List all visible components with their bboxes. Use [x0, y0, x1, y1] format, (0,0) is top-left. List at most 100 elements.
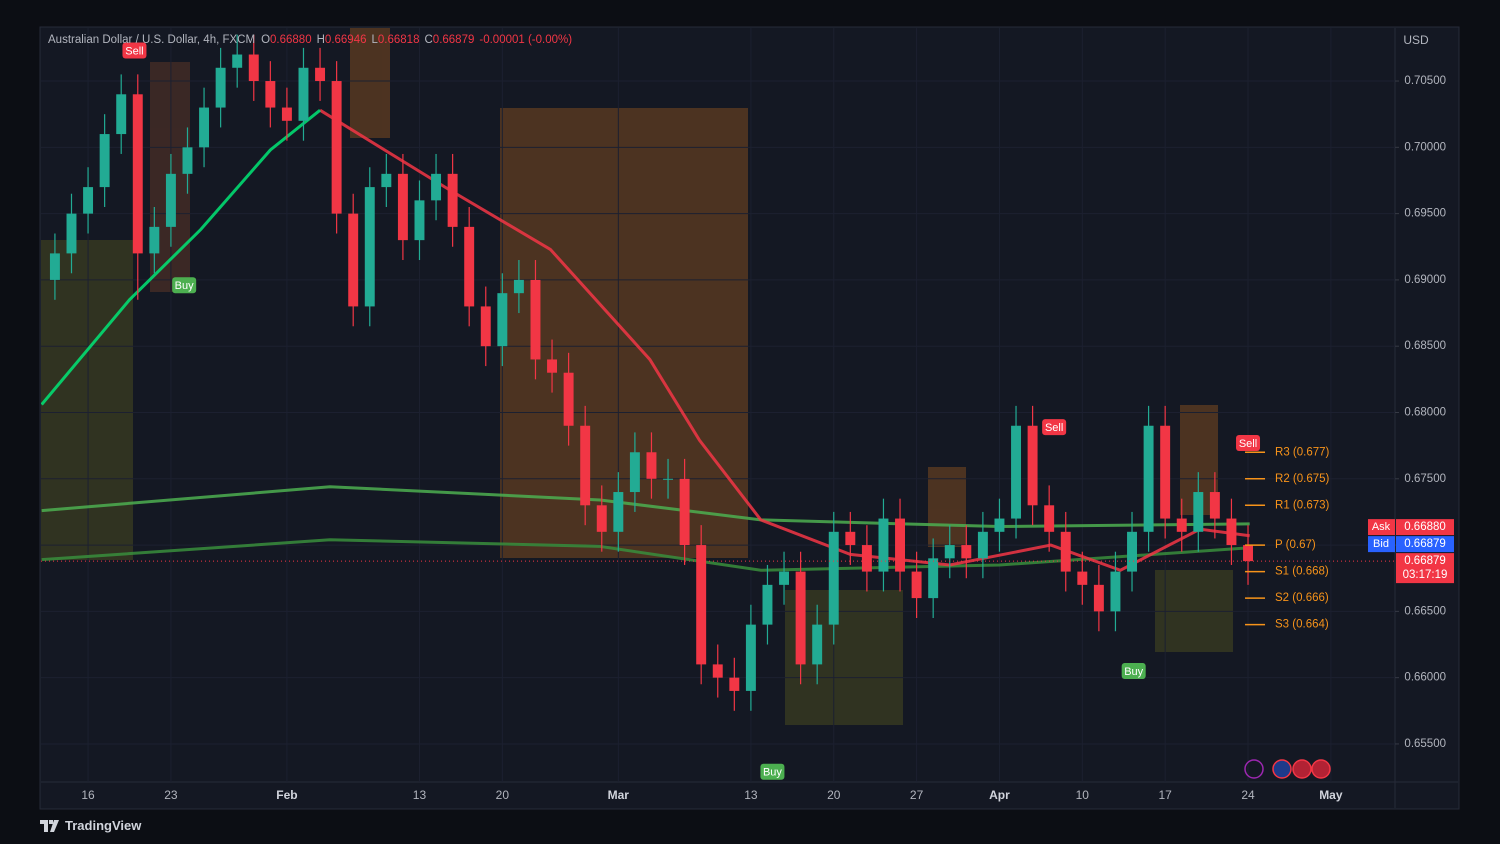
candle-body — [911, 571, 922, 599]
last-price-tag — [1396, 553, 1454, 584]
candle-body — [1060, 531, 1071, 572]
x-tick-label: Apr — [989, 788, 1010, 802]
quote-tag-label: Ask — [1372, 521, 1391, 533]
candle-body — [1143, 425, 1154, 532]
symbol-title: Australian Dollar / U.S. Dollar, 4h, FXC… — [48, 34, 256, 46]
candle-body — [348, 213, 359, 307]
candle-body — [812, 624, 823, 665]
x-tick-label: 13 — [413, 788, 427, 802]
indicator-line — [41, 538, 1250, 572]
chart-panel — [39, 26, 1460, 810]
brand: TradingView — [40, 818, 141, 833]
quote-tag-label-bg — [1368, 519, 1395, 536]
icon[interactable] — [1272, 759, 1292, 779]
candle-body — [431, 173, 442, 201]
icon[interactable] — [1244, 759, 1264, 779]
candle-body — [795, 571, 806, 665]
y-tick-label: 0.69500 — [1404, 208, 1446, 220]
candle-body — [1226, 518, 1237, 546]
icon[interactable] — [1292, 759, 1312, 779]
x-tick-label: 17 — [1158, 788, 1172, 802]
ohlc-value: 0.66880 — [270, 34, 312, 46]
candle-body — [66, 213, 77, 254]
signal-label: Buy — [763, 767, 782, 779]
candle-body — [663, 478, 674, 480]
y-tick-label: 0.69000 — [1404, 274, 1446, 286]
quote-tag-bg — [1396, 536, 1454, 553]
candle-body — [696, 545, 707, 665]
candle-body — [232, 54, 243, 68]
candle-body — [729, 677, 740, 691]
quote-tag-label-bg — [1368, 536, 1395, 553]
candle-body — [215, 67, 226, 108]
candle-body — [315, 67, 326, 82]
candle-body — [961, 545, 972, 559]
candle-body — [298, 67, 309, 121]
candle-body — [397, 173, 408, 241]
x-tick-label: May — [1319, 788, 1343, 802]
x-tick-label: 27 — [910, 788, 924, 802]
candle-body — [613, 492, 624, 532]
candle-body — [497, 293, 508, 347]
pivot-label: R2 (0.675) — [1275, 473, 1330, 485]
candle-body — [745, 624, 756, 691]
candle-body — [447, 173, 458, 227]
candle-body — [480, 306, 491, 347]
change: -0.00001 (-0.00%) — [479, 34, 573, 46]
candle-body — [49, 253, 60, 280]
x-tick-label: 20 — [827, 788, 841, 802]
ohlc-value: 0.66946 — [324, 34, 367, 46]
candle-body — [1193, 492, 1204, 532]
quote-tag-bg — [1396, 519, 1454, 536]
y-tick-label: 0.68000 — [1404, 407, 1446, 419]
candle-body — [596, 505, 607, 532]
ohlc-label: L — [371, 34, 378, 46]
x-tick-label: 20 — [496, 788, 510, 802]
zone — [350, 28, 390, 138]
quote-tag-price: 0.66880 — [1404, 521, 1446, 533]
signal-label: Buy — [175, 280, 194, 292]
candle-body — [1110, 571, 1121, 612]
candle-body — [364, 187, 375, 307]
candle-body — [132, 94, 143, 254]
signal-badge — [1121, 663, 1146, 680]
icon[interactable] — [1311, 759, 1331, 779]
candle-body — [646, 452, 657, 479]
candle-body — [381, 173, 392, 188]
signal-label: Buy — [1124, 666, 1143, 678]
candle-body — [547, 359, 558, 373]
x-tick-label: 24 — [1241, 788, 1255, 802]
candle-body — [248, 54, 259, 82]
y-tick-label: 0.67500 — [1404, 473, 1446, 485]
y-tick-label: 0.66500 — [1404, 605, 1446, 617]
quote-tag-label: Bid — [1373, 538, 1389, 550]
candle-body — [977, 531, 988, 559]
last-price-label: 0.66879 — [1404, 555, 1446, 567]
y-tick-label: 0.66000 — [1404, 672, 1446, 684]
legend-header: Australian Dollar / U.S. Dollar, 4h, FXC… — [48, 34, 577, 46]
candle-body — [1027, 425, 1038, 506]
x-tick-label: 10 — [1076, 788, 1090, 802]
ohlc-label: H — [316, 34, 325, 46]
candle-body — [828, 531, 839, 625]
candle-body — [83, 187, 94, 214]
candle-body — [149, 226, 160, 254]
candle-body — [563, 372, 574, 426]
pivot-label: P (0.67) — [1275, 539, 1316, 551]
candles — [49, 34, 1253, 711]
candle-body — [1209, 492, 1220, 519]
candle-body — [1093, 584, 1104, 612]
candle-body — [281, 107, 292, 121]
quote-tag-price: 0.66879 — [1404, 538, 1446, 550]
candle-body — [779, 571, 790, 585]
candle-body — [928, 558, 939, 599]
candle-body — [116, 94, 127, 135]
candle-body — [1160, 425, 1171, 519]
ohlc-value: 0.66818 — [377, 34, 420, 46]
candle-body — [845, 531, 856, 546]
signal-label: Sell — [125, 45, 143, 57]
icons — [1244, 759, 1331, 779]
signal-badge — [172, 277, 197, 294]
signal-label: Sell — [1045, 422, 1063, 434]
